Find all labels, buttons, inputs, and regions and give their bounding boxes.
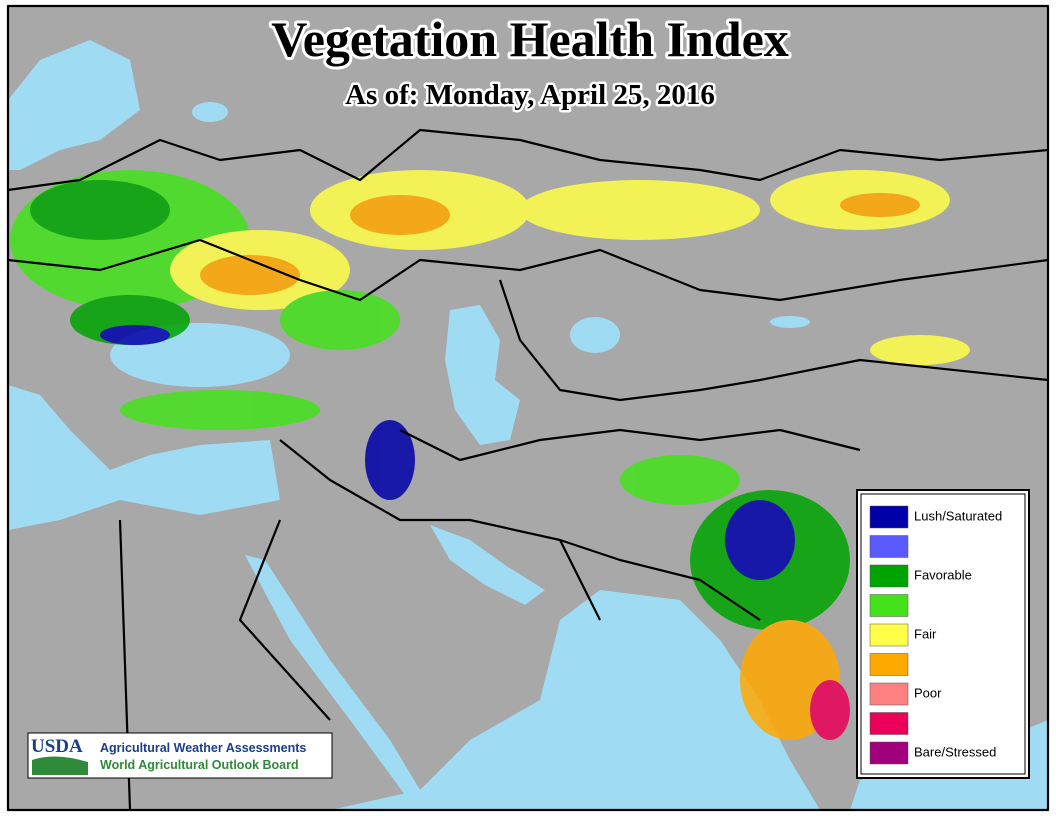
credit-line: World Agricultural Outlook Board	[100, 758, 299, 772]
legend-swatch	[869, 682, 909, 706]
usda-logo: USDA	[31, 736, 83, 757]
legend-swatch	[869, 712, 909, 735]
vegetation	[10, 170, 970, 740]
legend-swatch	[869, 564, 909, 588]
legend-label: Poor	[914, 685, 942, 700]
title: Vegetation Health Index	[271, 11, 789, 67]
water	[8, 40, 1048, 810]
legend-label: Bare/Stressed	[914, 744, 996, 759]
legend-swatch	[869, 741, 909, 765]
legend-label: Favorable	[914, 567, 972, 582]
legend-swatch	[869, 535, 909, 558]
legend-label: Fair	[914, 626, 937, 641]
subtitle: As of: Monday, April 25, 2016	[345, 79, 715, 111]
legend-label: Lush/Saturated	[914, 508, 1002, 523]
legend-swatch	[869, 653, 909, 676]
legend-swatch	[869, 623, 909, 647]
logo-wave	[32, 756, 88, 775]
legend-swatch	[869, 594, 909, 617]
legend: Lush/Saturated Favorable Fair Poor Bare/Stre…	[856, 489, 1030, 779]
legend-swatch	[869, 505, 909, 529]
credit-line: Agricultural Weather Assessments	[100, 741, 306, 755]
country-borders	[6, 4, 1050, 812]
legend-inner	[860, 493, 1026, 775]
map	[6, 4, 1050, 812]
credit: USDA Agricultural Weather Assessments Wo…	[27, 732, 333, 779]
